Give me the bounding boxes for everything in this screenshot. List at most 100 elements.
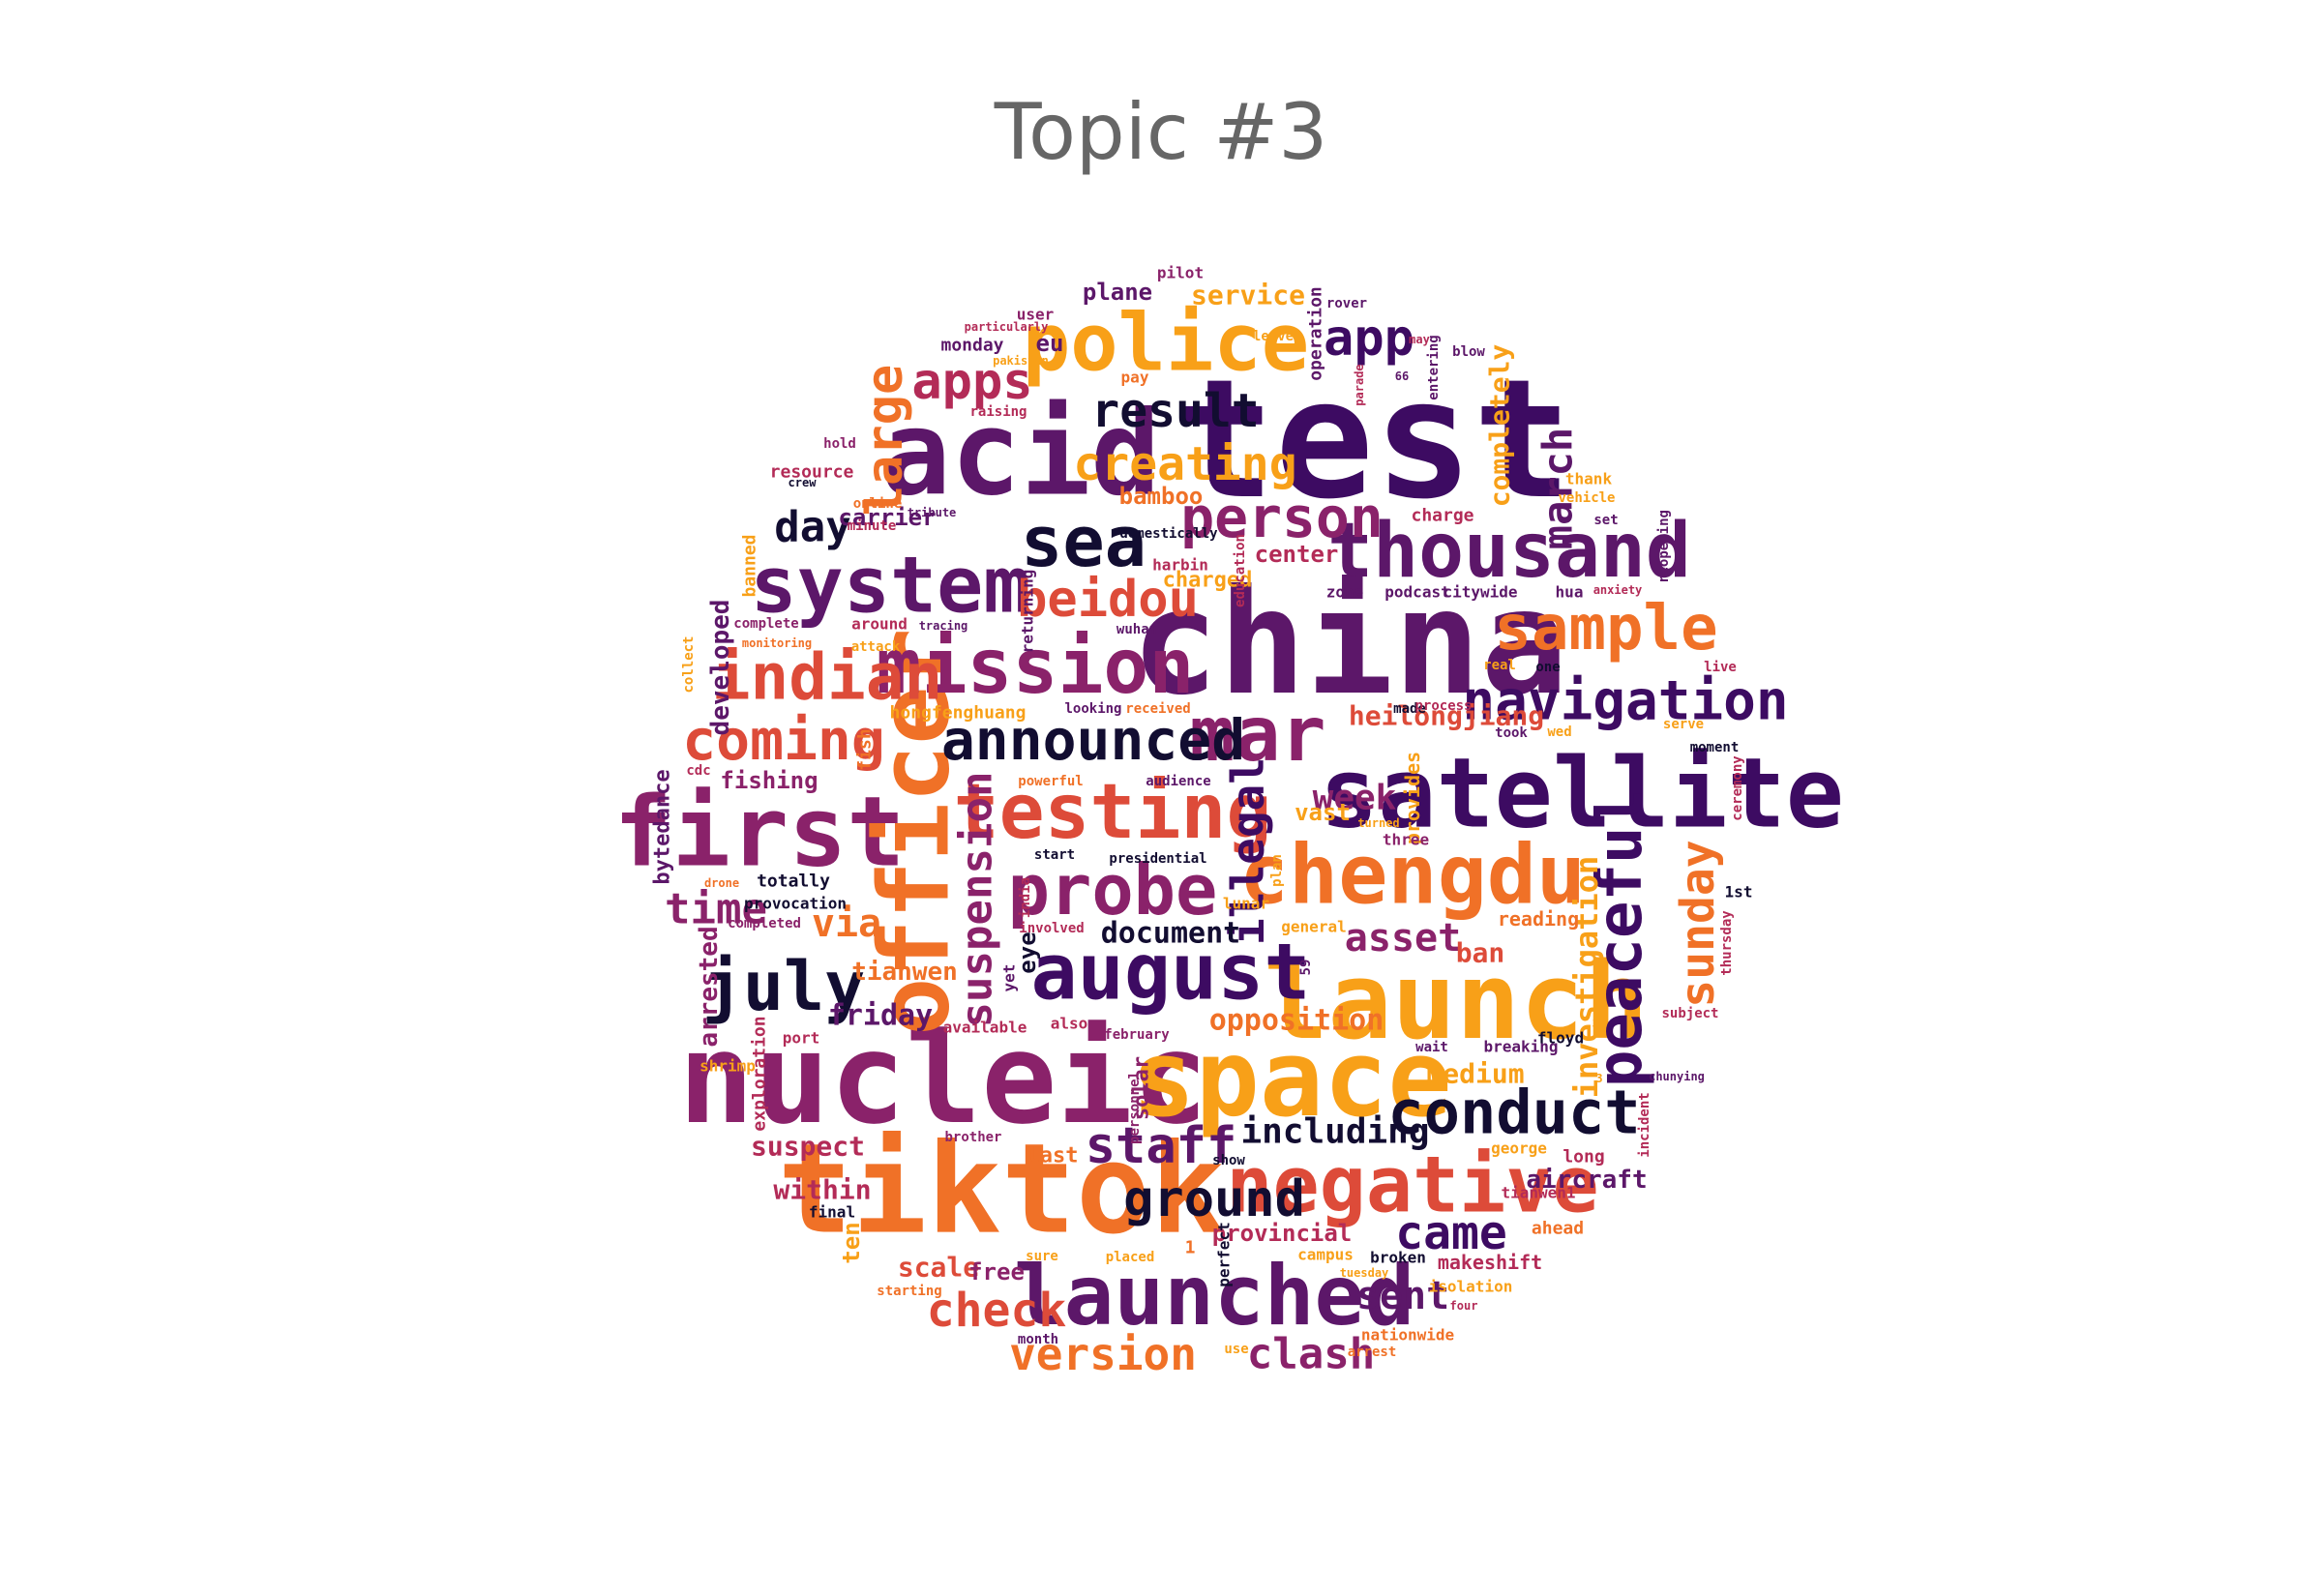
word-fish: fish [855, 728, 876, 770]
word-center: center [1255, 541, 1339, 568]
word-received: received [1125, 701, 1190, 717]
word-port: port [783, 1029, 820, 1048]
word-staff: staff [1086, 1117, 1237, 1175]
word-first: first [613, 776, 905, 889]
word-completed: completed [728, 916, 801, 931]
word-ban: ban [1456, 937, 1505, 969]
word-1st: 1st [1725, 883, 1753, 901]
word-lunar: lunar [1223, 895, 1269, 913]
word-monitoring: monitoring [742, 636, 812, 650]
word-domestically: domestically [1119, 526, 1218, 542]
word-sent: sent [1356, 1274, 1449, 1318]
word-placed: placed [1106, 1250, 1155, 1265]
word-start: start [1034, 847, 1075, 863]
word-drone: drone [704, 876, 739, 890]
word-sea: sea [1021, 501, 1146, 582]
word-time: time [665, 885, 767, 934]
word-citywide: citywide [1443, 583, 1517, 602]
word-yet: yet [1000, 964, 1019, 992]
word-hua: hua [1556, 583, 1584, 602]
word-carrier: carrier [838, 504, 936, 531]
word-march: march [1534, 428, 1582, 549]
word-scale: scale [898, 1252, 979, 1284]
word-makeshift: makeshift [1438, 1251, 1542, 1274]
word-campus: campus [1297, 1246, 1354, 1264]
word-arrested: arrested [695, 926, 724, 1047]
word-week: week [1313, 779, 1397, 818]
word-provides: provides [1401, 752, 1424, 844]
word-police: police [1023, 298, 1309, 390]
word-launched: launched [1014, 1248, 1414, 1345]
word-sunday: sunday [1671, 840, 1725, 1007]
word-thank: thank [1565, 470, 1613, 488]
word-totally: totally [757, 872, 830, 892]
word-breaking: breaking [1483, 1038, 1558, 1056]
word-66: 66 [1395, 369, 1409, 383]
word-tracing: tracing [919, 619, 968, 633]
word-illegal: illegal [1222, 757, 1274, 945]
word-india: india [1018, 877, 1033, 918]
word-anxiety: anxiety [1593, 583, 1643, 597]
word-asset: asset [1345, 916, 1461, 961]
word-leave: leave [1253, 329, 1294, 344]
word-personnel: personnel [1127, 1071, 1143, 1144]
word-returning: returning [1019, 570, 1037, 654]
word-ground: ground [1123, 1170, 1305, 1228]
word-audience: audience [1146, 774, 1210, 789]
word-hongfenghuang: hongfenghuang [890, 703, 1027, 724]
word-may: may [1409, 333, 1430, 346]
word-sure: sure [1026, 1249, 1058, 1264]
word-use: use [1224, 1342, 1248, 1357]
word-turned: turned [1357, 816, 1399, 830]
word-result: result [1091, 384, 1259, 438]
word-general: general [1281, 918, 1346, 936]
word-opposition: opposition [1209, 1004, 1384, 1038]
word-creating: creating [1073, 437, 1296, 491]
word-day: day [774, 503, 850, 552]
word-final: final [809, 1203, 855, 1222]
word-serve: serve [1663, 717, 1704, 732]
word-provocation: provocation [744, 895, 847, 913]
word-launch: launch [1264, 939, 1648, 1063]
word-wait: wait [1415, 1040, 1448, 1055]
word-monday: monday [940, 336, 1003, 356]
word-ceremony: ceremony [1730, 755, 1745, 821]
word-coming: coming [682, 707, 885, 773]
word-process: process [1414, 698, 1472, 714]
word-tribute: tribute [908, 506, 957, 519]
word-sample: sample [1494, 593, 1717, 665]
word-eu: eu [1036, 330, 1064, 357]
word-banned: banned [740, 534, 760, 597]
word-looking: looking [1064, 701, 1121, 717]
word-ahead: ahead [1532, 1219, 1584, 1239]
word-probe: probe [1008, 849, 1218, 931]
word-medium: medium [1426, 1058, 1524, 1090]
word-reopening: reopening [1656, 510, 1672, 583]
word-made: made [1393, 701, 1426, 717]
word-nationwide: nationwide [1361, 1326, 1454, 1345]
word-satellite: satellite [1320, 737, 1844, 850]
word-vehicle: vehicle [1558, 490, 1615, 506]
word-developed: developed [706, 600, 735, 736]
word-peaceful: peaceful [1585, 789, 1656, 1087]
word-education: education [1233, 534, 1248, 607]
word-negative: negative [1226, 1140, 1598, 1230]
word-raising: raising [969, 404, 1027, 420]
word-resource: resource [770, 462, 854, 483]
word-navigation: navigation [1462, 670, 1788, 733]
word-hold: hold [823, 436, 856, 452]
word-completely: completely [1484, 344, 1516, 508]
word-shrimp: shrimp [700, 1057, 756, 1076]
word-real: real [1483, 658, 1516, 673]
word-isolation: isolation [1429, 1278, 1513, 1296]
word-testing: testing [954, 769, 1272, 856]
word-also: also [1051, 1015, 1088, 1033]
word-fishing: fishing [720, 767, 818, 794]
word-including: including [1240, 1112, 1429, 1152]
word-thursday: thursday [1719, 910, 1735, 976]
word-attack: attack [851, 639, 901, 655]
word-user: user [1017, 306, 1055, 324]
word-arrest: arrest [1348, 1345, 1397, 1360]
word-thousand: thousand [1327, 508, 1691, 595]
word-crew: crew [789, 476, 818, 489]
